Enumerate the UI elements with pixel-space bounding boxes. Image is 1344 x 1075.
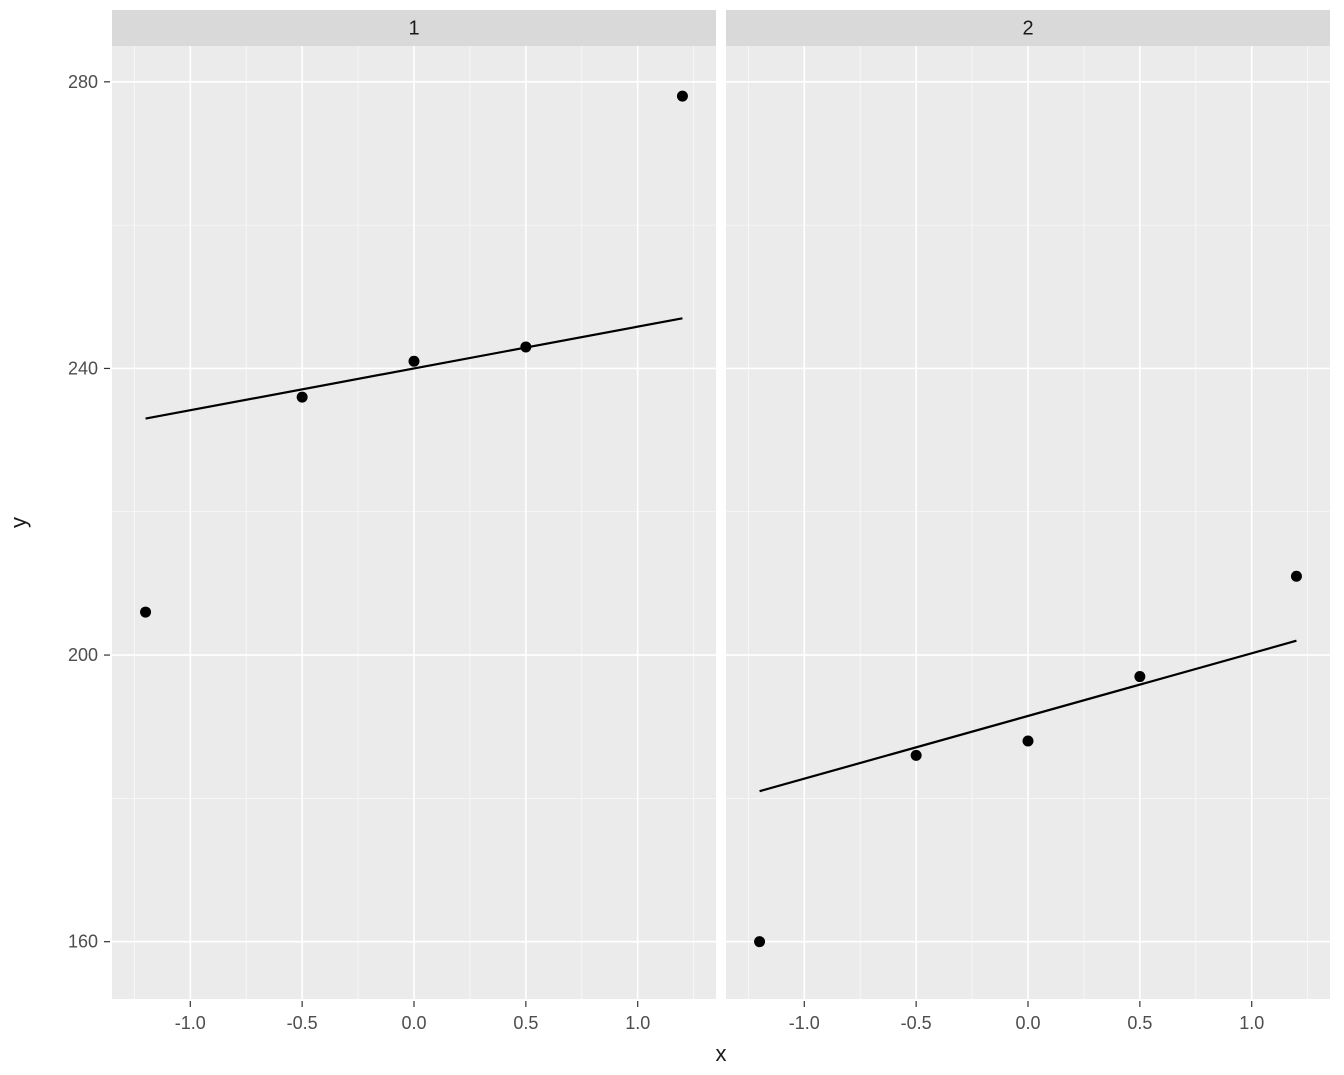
facet-strip-label: 2 <box>1022 17 1033 39</box>
faceted-scatter-chart: y 160 200 240 280 1 -1.0 -0.5 0.0 0.5 1.0 2 -1.0 -0.5… <box>0 0 1344 1075</box>
data-point <box>520 341 531 352</box>
data-point <box>297 392 308 403</box>
x-tick-label: -0.5 <box>901 1013 932 1033</box>
x-tick-label: -0.5 <box>287 1013 318 1033</box>
x-tick-label: 0.0 <box>401 1013 426 1033</box>
x-tick-label: 0.5 <box>513 1013 538 1033</box>
data-point <box>409 356 420 367</box>
y-axis-title: y <box>6 517 31 528</box>
y-tick-label: 280 <box>68 72 98 92</box>
data-point <box>1291 571 1302 582</box>
data-point <box>1023 736 1034 747</box>
data-point <box>140 607 151 618</box>
data-point <box>754 936 765 947</box>
facet-strip-label: 1 <box>408 17 419 39</box>
x-tick-label: 1.0 <box>625 1013 650 1033</box>
y-tick-label: 160 <box>68 932 98 952</box>
x-axis-title: x <box>716 1041 727 1066</box>
chart-svg: y 160 200 240 280 1 -1.0 -0.5 0.0 0.5 1.0 2 -1.0 -0.5… <box>0 0 1344 1075</box>
data-point <box>1134 671 1145 682</box>
y-tick-label: 200 <box>68 645 98 665</box>
data-point <box>677 91 688 102</box>
data-point <box>911 750 922 761</box>
x-tick-label: -1.0 <box>789 1013 820 1033</box>
x-tick-label: 1.0 <box>1239 1013 1264 1033</box>
y-tick-label: 240 <box>68 358 98 378</box>
x-tick-label: 0.0 <box>1015 1013 1040 1033</box>
x-tick-label: 0.5 <box>1127 1013 1152 1033</box>
x-tick-label: -1.0 <box>175 1013 206 1033</box>
